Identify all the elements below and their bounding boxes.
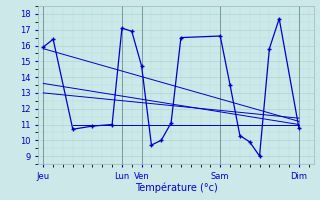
X-axis label: Température (°c): Température (°c) bbox=[135, 182, 217, 193]
